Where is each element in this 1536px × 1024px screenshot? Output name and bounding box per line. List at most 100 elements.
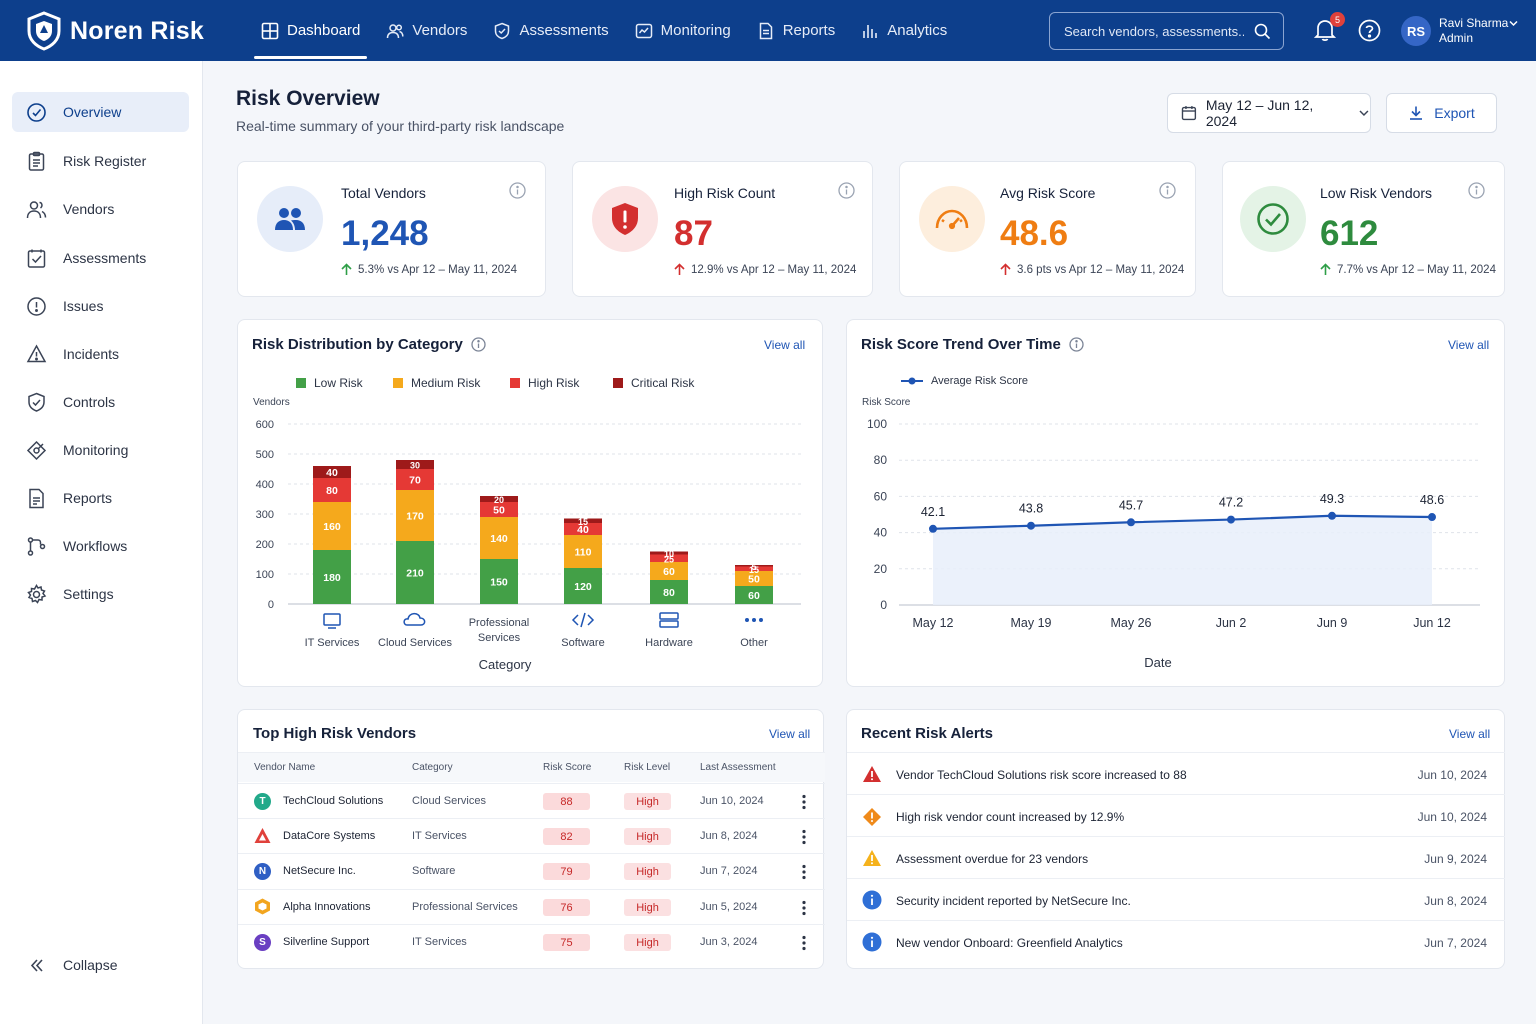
sidebar-item-label: Incidents bbox=[63, 346, 120, 362]
sidebar-item-reports[interactable]: Reports bbox=[12, 478, 189, 518]
info-icon[interactable] bbox=[509, 182, 526, 199]
alert-date: Jun 7, 2024 bbox=[1424, 936, 1487, 950]
nav-dashboard[interactable]: Dashboard bbox=[254, 0, 368, 61]
table-row[interactable]: T TechCloud Solutions Cloud Services 88 … bbox=[238, 783, 825, 818]
collapse-button[interactable]: Collapse bbox=[12, 945, 189, 985]
sidebar-item-controls[interactable]: Controls bbox=[12, 382, 189, 422]
table-row[interactable]: N NetSecure Inc. Software 79 High Jun 7,… bbox=[238, 853, 825, 888]
info-icon[interactable] bbox=[838, 182, 855, 199]
info-icon[interactable] bbox=[1159, 182, 1176, 199]
vendor-category: Software bbox=[412, 865, 456, 877]
y-tick-label: 100 bbox=[867, 417, 887, 431]
more-vertical-icon[interactable] bbox=[801, 900, 807, 916]
view-all-link[interactable]: View all bbox=[769, 727, 811, 741]
arrow-up-icon bbox=[341, 263, 352, 275]
alert-item[interactable]: New vendor Onboard: Greenfield Analytics… bbox=[847, 920, 1505, 962]
vendor-logo-icon bbox=[254, 898, 271, 915]
export-button[interactable]: Export bbox=[1386, 93, 1497, 133]
legend-swatch bbox=[296, 378, 306, 388]
help-icon[interactable] bbox=[1358, 19, 1381, 42]
sidebar-item-monitoring[interactable]: Monitoring bbox=[12, 430, 189, 470]
alert-item[interactable]: Assessment overdue for 23 vendors Jun 9,… bbox=[847, 836, 1505, 878]
top-bar: Noren Risk Dashboard Vendors Assessments… bbox=[0, 0, 1536, 61]
panel-title: Risk Score Trend Over Time bbox=[861, 336, 1084, 353]
alert-date: Jun 9, 2024 bbox=[1424, 852, 1487, 866]
view-all-link[interactable]: View all bbox=[1449, 727, 1491, 741]
sidebar-item-overview[interactable]: Overview bbox=[12, 92, 189, 132]
sidebar-item-risk-register[interactable]: Risk Register bbox=[12, 141, 189, 181]
date-range-picker[interactable]: May 12 – Jun 12, 2024 bbox=[1167, 93, 1371, 133]
search-icon[interactable] bbox=[1254, 23, 1271, 40]
vendor-name: DataCore Systems bbox=[283, 830, 376, 842]
view-all-link[interactable]: View all bbox=[1448, 338, 1490, 352]
table-row[interactable]: S Silverline Support IT Services 75 High… bbox=[238, 924, 825, 959]
avatar[interactable]: RS bbox=[1401, 16, 1431, 46]
alert-item[interactable]: Vendor TechCloud Solutions risk score in… bbox=[847, 752, 1505, 794]
table-row[interactable]: Alpha Innovations Professional Services … bbox=[238, 889, 825, 924]
kpi-icon-circle bbox=[257, 186, 323, 252]
panel-title: Top High Risk Vendors bbox=[253, 725, 417, 742]
sidebar-item-vendors[interactable]: Vendors bbox=[12, 189, 189, 229]
users-icon bbox=[387, 23, 404, 38]
monitor-icon bbox=[635, 23, 652, 38]
bar-data-label: 170 bbox=[406, 511, 424, 523]
sidebar-item-assessments[interactable]: Assessments bbox=[12, 238, 189, 278]
info-icon[interactable] bbox=[471, 337, 486, 352]
nav-reports[interactable]: Reports bbox=[750, 0, 843, 61]
legend-swatch bbox=[510, 378, 520, 388]
more-vertical-icon[interactable] bbox=[801, 829, 807, 845]
info-icon[interactable] bbox=[1069, 337, 1084, 352]
sidebar-item-label: Risk Register bbox=[63, 153, 147, 169]
kpi-icon-circle bbox=[592, 186, 658, 252]
bar-data-label: 80 bbox=[663, 587, 675, 599]
bar-segment bbox=[735, 565, 773, 567]
nav-analytics[interactable]: Analytics bbox=[854, 0, 954, 61]
nav-monitoring[interactable]: Monitoring bbox=[628, 0, 738, 61]
kpi-value: 1,248 bbox=[341, 214, 429, 253]
sidebar-item-incidents[interactable]: Incidents bbox=[12, 334, 189, 374]
notifications-button[interactable]: 5 bbox=[1314, 12, 1345, 42]
sidebar-item-issues[interactable]: Issues bbox=[12, 286, 189, 326]
x-axis-label: Category bbox=[479, 657, 532, 672]
search-box[interactable] bbox=[1049, 12, 1284, 50]
kpi-label: Avg Risk Score bbox=[1000, 185, 1096, 201]
y-tick-label: 600 bbox=[256, 419, 274, 431]
bar-segment bbox=[313, 478, 351, 502]
bar-segment bbox=[564, 535, 602, 568]
data-point bbox=[1127, 518, 1135, 527]
table-header bbox=[238, 752, 825, 782]
risk-score-badge: 79 bbox=[543, 863, 590, 880]
chevron-down-icon[interactable] bbox=[1508, 18, 1519, 28]
view-all-link[interactable]: View all bbox=[764, 338, 806, 352]
alert-item[interactable]: High risk vendor count increased by 12.9… bbox=[847, 794, 1505, 836]
nav-vendors[interactable]: Vendors bbox=[379, 0, 474, 61]
nav-label: Monitoring bbox=[660, 22, 731, 39]
alert-item[interactable]: Security incident reported by NetSecure … bbox=[847, 878, 1505, 920]
sidebar-item-workflows[interactable]: Workflows bbox=[12, 526, 189, 566]
info-icon[interactable] bbox=[1468, 182, 1485, 199]
alert-text: New vendor Onboard: Greenfield Analytics bbox=[896, 936, 1123, 950]
search-input[interactable] bbox=[1064, 23, 1244, 39]
bar-data-label: 40 bbox=[577, 524, 589, 536]
last-assessment-date: Jun 5, 2024 bbox=[700, 901, 758, 913]
table-row[interactable]: DataCore Systems IT Services 82 High Jun… bbox=[238, 818, 825, 853]
bar-data-label: 15 bbox=[749, 565, 759, 575]
bar-segment bbox=[650, 551, 688, 555]
legend-item: High Risk bbox=[510, 376, 579, 390]
x-tick-label: Software bbox=[561, 637, 604, 649]
vendor-logo-icon: N bbox=[254, 863, 271, 880]
more-vertical-icon[interactable] bbox=[801, 794, 807, 810]
user-info[interactable]: Ravi Sharma Admin bbox=[1439, 16, 1508, 46]
more-vertical-icon[interactable] bbox=[801, 864, 807, 880]
y-tick-label: 200 bbox=[256, 539, 274, 551]
alert-text: High risk vendor count increased by 12.9… bbox=[896, 810, 1125, 824]
y-tick-label: 0 bbox=[880, 598, 887, 612]
nav-assessments[interactable]: Assessments bbox=[486, 0, 615, 61]
more-vertical-icon[interactable] bbox=[801, 935, 807, 951]
sidebar-item-settings[interactable]: Settings bbox=[12, 574, 189, 614]
bar-data-label: 60 bbox=[748, 590, 760, 602]
sidebar-item-label: Reports bbox=[63, 490, 113, 506]
vendor-logo-icon: S bbox=[254, 934, 271, 951]
vendor-logo-icon bbox=[254, 827, 271, 844]
app-logo[interactable]: Noren Risk bbox=[26, 11, 204, 51]
